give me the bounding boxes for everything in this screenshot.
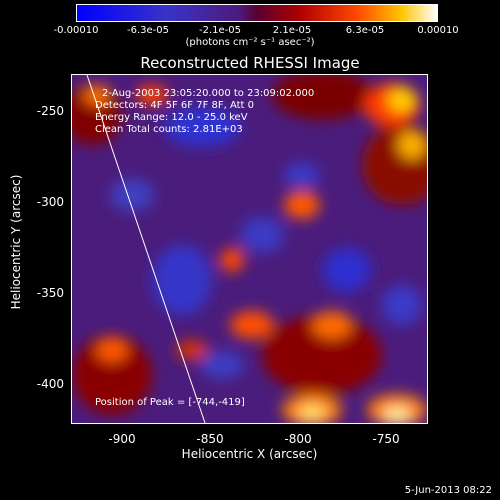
y-tick-label: -400 — [36, 377, 64, 391]
y-tick-label: -300 — [36, 195, 64, 209]
plot-title: Reconstructed RHESSI Image — [140, 54, 360, 72]
colorbar-tick: -6.3e-05 — [127, 25, 169, 36]
y-tick-label: -350 — [36, 286, 64, 300]
y-axis-title: Heliocentric Y (arcsec) — [9, 174, 23, 310]
image-map — [72, 75, 427, 423]
colorbar — [76, 4, 438, 22]
colorbar-units: (photons cm⁻² s⁻¹ asec⁻²) — [185, 37, 315, 48]
colorbar-tick: 6.3e-05 — [345, 25, 385, 36]
colorbar-tick: -2.1e-05 — [199, 25, 241, 36]
y-tick-label: -250 — [36, 104, 64, 118]
footer-date: 5-Jun-2013 08:22 — [404, 485, 492, 496]
rhessi-image — [71, 74, 428, 424]
annotation-clean: Clean Total counts: 2.81E+03 — [95, 124, 243, 135]
colorbar-tick: 0.00010 — [417, 25, 459, 36]
x-tick-label: -900 — [108, 432, 136, 446]
solar-limb-line — [86, 75, 206, 423]
annotation-detectors: Detectors: 4F 5F 6F 7F 8F, Att 0 — [95, 100, 255, 111]
colorbar-tick: -0.00010 — [53, 25, 99, 36]
colorbar-tick: 2.1e-05 — [272, 25, 312, 36]
x-tick-label: -750 — [372, 432, 400, 446]
colorbar-gradient — [77, 5, 437, 21]
x-tick-label: -850 — [196, 432, 224, 446]
annotation-energy: Energy Range: 12.0 - 25.0 keV — [95, 112, 248, 123]
x-tick-label: -800 — [284, 432, 312, 446]
annotation-peak-position: Position of Peak = [-744,-419] — [95, 397, 245, 408]
x-axis-title: Heliocentric X (arcsec) — [181, 447, 318, 461]
annotation-time-range: 2-Aug-2003 23:05:20.000 to 23:09:02.000 — [102, 88, 315, 99]
